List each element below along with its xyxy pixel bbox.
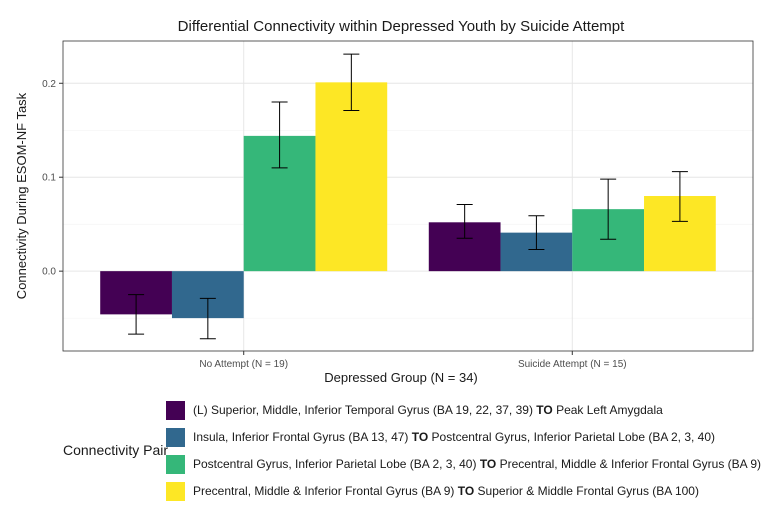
legend-label: (L) Superior, Middle, Inferior Temporal … [193, 403, 663, 417]
x-tick-label: No Attempt (N = 19) [199, 359, 288, 370]
legend-label: Precentral, Middle & Inferior Frontal Gy… [193, 484, 699, 498]
bar-chart: Differential Connectivity within Depress… [14, 18, 754, 385]
x-axis: No Attempt (N = 19) Suicide Attempt (N = … [199, 351, 627, 370]
bars [100, 82, 716, 319]
x-axis-label: Depressed Group (N = 34) [324, 370, 478, 385]
y-axis-label: Connectivity During ESOM-NF Task [14, 92, 29, 299]
error-bar [528, 215, 545, 251]
legend-swatch [166, 427, 185, 447]
legend-label: Insula, Inferior Frontal Gyrus (BA 13, 4… [193, 430, 716, 444]
legend-swatch [166, 481, 185, 501]
error-bar [343, 53, 360, 112]
legend-item: (L) Superior, Middle, Inferior Temporal … [166, 398, 663, 422]
error-bar [456, 203, 473, 239]
legend-item: Postcentral Gyrus, Inferior Parietal Lob… [166, 452, 761, 476]
error-bars [128, 53, 688, 340]
legend-item: Insula, Inferior Frontal Gyrus (BA 13, 4… [166, 425, 715, 449]
y-tick-label: 0.2 [42, 79, 56, 90]
y-axis: 0.0 0.1 0.2 [42, 79, 63, 278]
legend-swatch [166, 454, 185, 474]
error-bar [671, 171, 688, 222]
error-bar [271, 101, 288, 169]
legend-label: Postcentral Gyrus, Inferior Parietal Lob… [193, 457, 762, 471]
legend: Connectivity Pair (L) Superior, Middle, … [60, 396, 761, 506]
legend-item: Precentral, Middle & Inferior Frontal Gy… [166, 479, 699, 503]
legend-title: Connectivity Pair [63, 442, 169, 458]
legend-swatch [166, 400, 185, 420]
x-tick-label: Suicide Attempt (N = 15) [518, 359, 627, 370]
error-bar [199, 297, 216, 340]
y-tick-label: 0.1 [42, 173, 56, 184]
y-tick-label: 0.0 [42, 267, 56, 278]
plot-panel-border [62, 40, 754, 352]
error-bar [600, 178, 617, 240]
chart-title: Differential Connectivity within Depress… [178, 18, 625, 35]
bar [315, 82, 388, 272]
error-bar [128, 294, 145, 335]
